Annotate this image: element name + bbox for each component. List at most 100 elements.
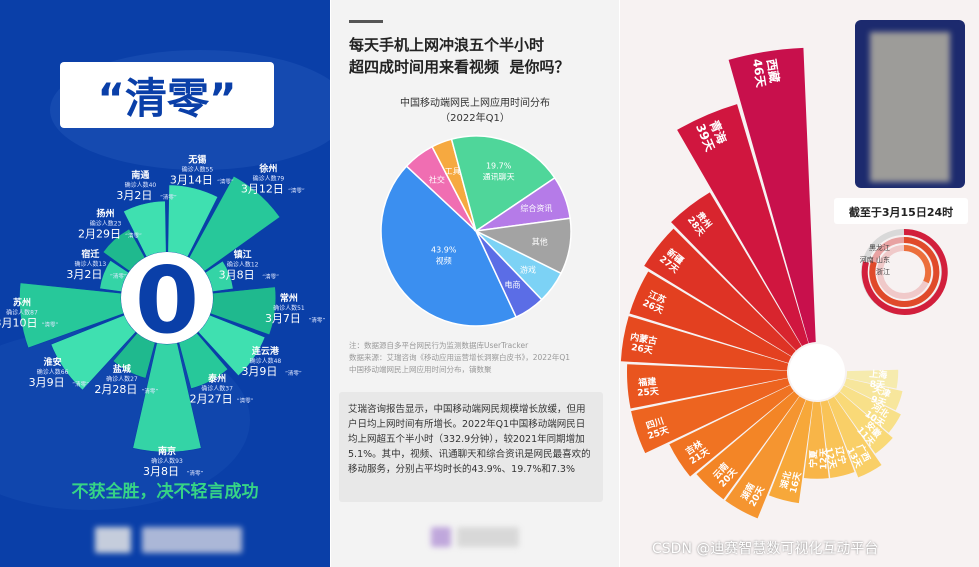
cleared-tag: “清零”: [187, 469, 204, 477]
date-label: 截至于3月15日24时: [849, 205, 953, 219]
city-date: 2月28日: [94, 383, 137, 396]
city-date: 3月7日: [265, 312, 301, 325]
city-date: 3月12日: [241, 183, 284, 196]
slice-label: 视频: [436, 255, 452, 265]
fan-bars: [620, 47, 903, 519]
cleared-tag: “清零”: [160, 193, 177, 201]
slice-label: 游戏: [520, 264, 536, 274]
fan-label: 青海39天: [693, 116, 731, 155]
fan-bar: [834, 391, 893, 454]
ring-arc: [861, 228, 948, 315]
date-label-box: [834, 198, 968, 224]
fan-label: 上海8天: [868, 368, 888, 392]
summary-paragraph: 艾瑞咨询报告显示，中国移动端网民规模增长放缓，但用户日均上网时间有所增长。202…: [348, 404, 591, 475]
cleared-tag: “清零”: [237, 396, 254, 404]
chart-subtitle: （2022年Q1）: [440, 113, 510, 124]
fan-bar: [677, 104, 809, 347]
blurred-footer-text: [142, 527, 242, 553]
slice-label: 综合资讯: [520, 203, 552, 213]
legend-label-2: 河南 山东: [860, 255, 890, 264]
slice-label: 社交: [429, 175, 445, 185]
city-cases: 确诊人数87: [6, 308, 38, 316]
city-cases: 确诊人数48: [250, 357, 282, 365]
watermark: CSDN @迪赛智慧数可视化互动平台: [652, 541, 879, 557]
city-date: 2月27日: [190, 392, 233, 405]
left-poster-panel: “清零” 0 无锡 确诊人数55 3月14日 “清零” 徐州 确诊人数79 3月12日 “清零…: [0, 0, 330, 567]
chart-title: 中国移动端网民上网应用时间分布: [400, 98, 550, 109]
fan-label: 宁夏12天: [807, 447, 829, 470]
city-name: 镇江: [234, 248, 252, 260]
fan-labels: 西藏46天青海39天贵州28天新疆27天江苏26天内蒙古26天福建25天四川25…: [629, 55, 892, 509]
fan-label: 福建25天: [636, 375, 660, 399]
fan-bar: [839, 385, 901, 433]
heading-line1: 每天手机上网冲浪五个半小时: [349, 36, 545, 54]
city-cases: 确诊人数13: [75, 260, 107, 268]
fan-bar: [629, 271, 792, 364]
cleared-tag: “清零”: [288, 187, 305, 195]
source-line2: 中国移动端网民上网应用时间分布，镝数聚: [349, 365, 492, 374]
fan-bar: [768, 399, 813, 504]
slice-label: 其他: [532, 237, 548, 247]
slice-value: 19.7%: [486, 162, 512, 171]
cleared-tag: “清零”: [309, 316, 326, 324]
blurred-footer-logo: [431, 527, 451, 547]
fan-bar: [669, 385, 794, 477]
slice-label: 通讯聊天: [483, 172, 515, 182]
city-cases: 确诊人数40: [125, 181, 157, 189]
rose-petals: [19, 175, 281, 453]
center-zero: 0: [135, 247, 199, 354]
city-cases: 确诊人数37: [201, 384, 233, 392]
cleared-tag: “清零”: [262, 272, 279, 280]
blurred-footer-text: [457, 527, 519, 547]
right-poster-panel: 西藏46天 青海39天 贵州28天 新疆27天 江苏26天 内蒙古26天 福建25天 四川25…: [620, 0, 979, 567]
source-line1: 数据来源：艾瑞咨询《移动应用运营增长洞察白皮书》，2022年Q1: [349, 353, 571, 362]
city-date: 3月14日: [170, 174, 213, 187]
middle-article-panel: 每天手机上网冲浪五个半小时 超四成时间用来看视频 是你吗？ 中国移动端网民上网应…: [331, 0, 619, 567]
fan-bar: [820, 400, 855, 478]
city-cases: 确诊人数79: [253, 175, 285, 183]
cleared-tag: “清零”: [217, 178, 234, 186]
center-circle: [121, 252, 213, 344]
slice-label: 工具: [445, 167, 461, 176]
city-name: 徐州: [258, 163, 277, 175]
chart-note: 注：数据源自多平台网民行为监测数据库UserTracker: [349, 341, 529, 350]
city-date: 3月9日: [241, 365, 277, 378]
legend-label-3: 浙江: [876, 267, 890, 276]
city-cases: 确诊人数51: [273, 304, 305, 312]
city-cases: 确诊人数66: [37, 368, 69, 376]
city-name: 无锡: [187, 154, 206, 166]
summary-box: 艾瑞咨询报告显示，中国移动端网民规模增长放缓，但用户日均上网时间有所增长。202…: [339, 392, 603, 502]
city-cases: 确诊人数27: [106, 375, 138, 383]
mini-ring-chart: [861, 228, 948, 315]
city-label: 苏州确诊人数873月10日 “清零”: [0, 296, 58, 329]
city-name: 南京: [158, 445, 176, 457]
city-name: 盐城: [113, 363, 131, 375]
radial-days-chart: 西藏46天青海39天贵州28天新疆27天江苏26天内蒙古26天福建25天四川25…: [620, 20, 968, 519]
city-name: 扬州: [97, 208, 115, 220]
fan-bar: [728, 47, 816, 344]
city-date: 3月8日: [219, 268, 255, 281]
cleared-tag: “清零”: [142, 387, 159, 395]
city-name: 宿迁: [81, 248, 99, 260]
cleared-tag: “清零”: [42, 320, 59, 328]
fan-label: 西藏46天: [750, 55, 783, 89]
city-date: 2月29日: [78, 228, 121, 241]
heading-line2: 超四成时间用来看视频 是你吗？: [349, 58, 570, 76]
slogan: 不获全胜，决不轻言成功: [72, 481, 259, 502]
fan-bar: [803, 401, 829, 479]
fan-bar: [671, 192, 802, 351]
heading-rule: [349, 20, 383, 23]
slice-value: 43.9%: [431, 245, 457, 254]
fan-bar: [620, 316, 789, 371]
city-date: 3月8日: [143, 465, 179, 478]
